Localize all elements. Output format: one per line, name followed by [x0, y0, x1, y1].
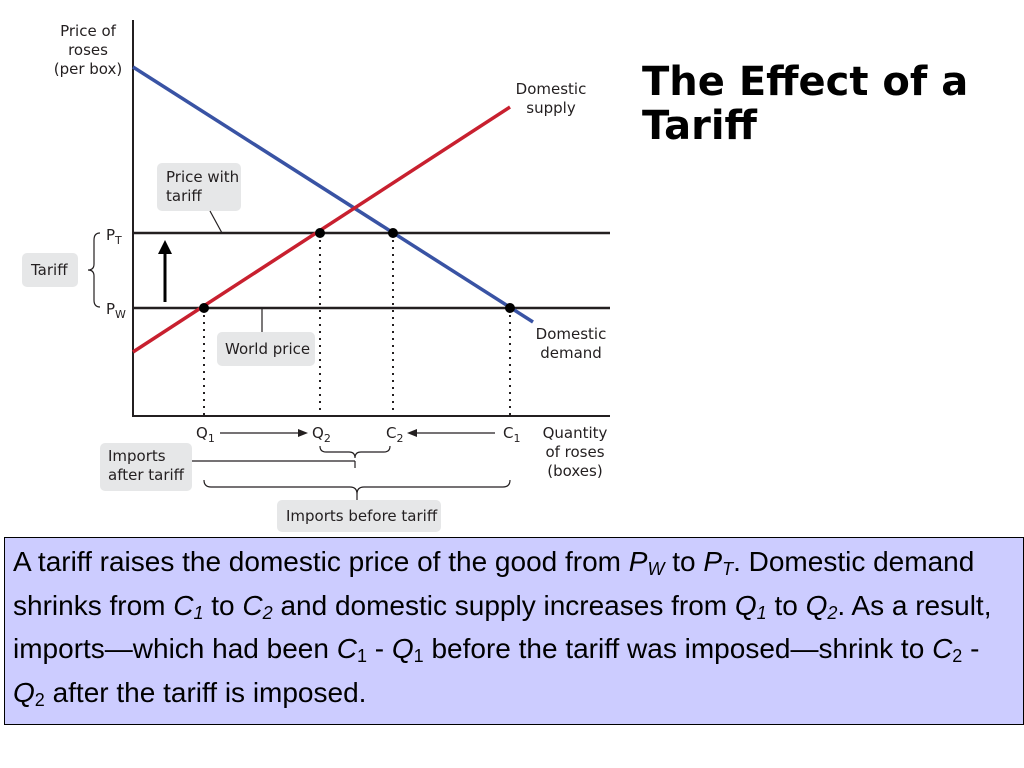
subscript: 1 [413, 646, 424, 666]
text: - [962, 633, 980, 664]
label-box [277, 500, 441, 532]
text: to [664, 546, 704, 577]
text: . Domestic demand shrinks from [13, 546, 975, 621]
x-axis-label: Quantity [543, 424, 608, 442]
subscript: 1 [193, 602, 204, 623]
supply-label: Domestic [516, 80, 587, 98]
axes [132, 20, 610, 417]
symbol: Q [312, 424, 324, 442]
points [199, 228, 515, 313]
subscript: W [115, 308, 126, 321]
title: The Effect of a Tariff [642, 60, 968, 148]
subscript: T [722, 559, 734, 579]
subscript: 2 [324, 432, 331, 445]
demand-label: Domestic [536, 325, 607, 343]
symbol: P [628, 546, 648, 577]
symbol: Q [13, 676, 35, 708]
subscript: 2 [827, 602, 838, 623]
box-label: Imports before tariff [286, 507, 438, 525]
subscript: 2 [396, 432, 403, 445]
caption: A tariff raises the domestic price of th… [4, 537, 1024, 725]
symbol: C [932, 633, 953, 664]
text: after the tariff is imposed. [44, 676, 367, 708]
label-boxes [22, 163, 441, 532]
label-box [157, 163, 241, 211]
subscript: 2 [952, 646, 963, 666]
symbol: P [106, 226, 115, 244]
demand-label: demand [540, 344, 602, 362]
label-box [100, 443, 192, 491]
y-axis-label: (per box) [54, 60, 123, 78]
symbol: Q [805, 589, 828, 621]
drop-lines [203, 233, 511, 416]
arrow-head [158, 240, 172, 254]
symbol: C [386, 424, 396, 442]
box-label: Price with [166, 168, 239, 186]
demand-curve [132, 65, 534, 324]
text: . As a result, imports—which had been [13, 589, 992, 665]
y-axis-label: roses [68, 41, 108, 59]
box-label: World price [225, 340, 310, 358]
diagram: Price of roses (per box) Domestic supply… [22, 20, 610, 532]
symbol: P [106, 300, 115, 318]
x-axis-label: of roses [545, 443, 604, 461]
text: to [203, 589, 243, 621]
supply-label: supply [526, 99, 576, 117]
subscript: 1 [513, 432, 520, 445]
box-label: after tariff [108, 466, 185, 484]
subscript: 1 [756, 602, 767, 623]
title-line: The Effect of a [642, 59, 969, 105]
symbol: Q [391, 633, 414, 664]
symbol: Q [196, 424, 208, 442]
text: to [766, 589, 806, 621]
leaders [87, 210, 511, 500]
subscript: 2 [262, 602, 273, 623]
subscript: W [647, 559, 665, 579]
symbol: C [173, 589, 194, 621]
box-label: tariff [166, 187, 202, 205]
subscript: 1 [356, 646, 367, 666]
subscript: T [114, 234, 122, 247]
symbol: C [242, 589, 263, 621]
symbol: P [703, 546, 723, 577]
quantity-label: Q1 [196, 424, 215, 445]
symbol: C [336, 633, 357, 664]
text: and domestic supply increases from [272, 589, 735, 621]
symbol: Q [734, 589, 757, 621]
label-box [217, 332, 315, 366]
price-label: PW [106, 300, 126, 321]
title-line: Tariff [642, 103, 757, 149]
price-label: PT [106, 226, 122, 247]
box-label: Imports [108, 447, 166, 465]
quantity-label: Q2 [312, 424, 331, 445]
text: - [366, 633, 392, 664]
text: A tariff raises the domestic price of th… [13, 546, 629, 577]
box-label: Tariff [30, 261, 68, 279]
subscript: 2 [34, 689, 45, 710]
label-box [22, 253, 78, 287]
quantity-label: C2 [386, 424, 403, 445]
x-axis-label: (boxes) [547, 462, 602, 480]
y-axis-label: Price of [60, 22, 117, 40]
text: before the tariff was imposed—shrink to [423, 633, 933, 664]
quantity-label: C1 [503, 424, 520, 445]
subscript: 1 [208, 432, 215, 445]
symbol: C [503, 424, 513, 442]
